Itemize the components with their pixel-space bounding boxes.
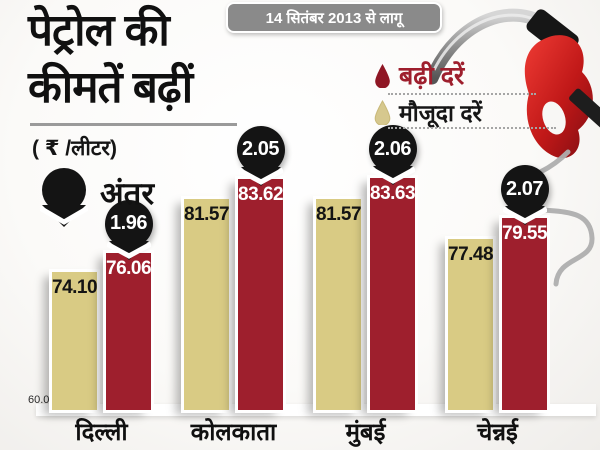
bar-increased-rate: 76.06 (106, 252, 152, 410)
bar-value: 76.06 (106, 257, 152, 279)
legend-current-rates: मौजूदा दरें (374, 96, 482, 128)
diff-balloon: 2.06 (368, 125, 417, 186)
balloon-tip-icon (502, 206, 547, 226)
bar-value: 74.10 (52, 276, 98, 298)
bar-value: 79.55 (502, 223, 548, 245)
bar-group-kolkata: 2.05 81.57 83.62 कोलकाता (184, 0, 338, 450)
legend-divider (388, 127, 556, 129)
diff-value: 1.96 (104, 199, 153, 248)
bar-value: 77.48 (448, 243, 494, 265)
diff-balloon: 2.07 (500, 165, 549, 226)
diff-balloon: 2.05 (236, 125, 285, 187)
legend-current-label: मौजूदा दरें (399, 100, 482, 126)
city-label: कोलकाता (190, 419, 277, 446)
difference-pin-icon (40, 168, 88, 229)
legend-difference-label: अंतर (100, 176, 155, 211)
bar-current-rate: 77.48 (448, 238, 494, 410)
city-label: मुंबई (345, 419, 386, 446)
bar-value: 81.57 (316, 203, 362, 225)
bar-current-rate: 81.57 (316, 198, 362, 410)
baseline-value-label: 60.00 (28, 394, 56, 406)
title-underline (30, 123, 237, 126)
bar-group-delhi: 1.96 74.10 76.06 दिल्ली (52, 0, 206, 450)
diff-balloon: 1.96 (104, 199, 153, 261)
diff-value: 2.05 (236, 125, 285, 174)
legend-increased-label: बढ़ी दरें (399, 62, 465, 90)
bar-increased-rate: 83.62 (238, 178, 284, 410)
droplet-current-icon (374, 99, 391, 125)
droplet-increased-icon (375, 63, 390, 88)
city-label: चेन्नई (477, 419, 518, 446)
page-title: पेट्रोल की कीमतें बढ़ीं (28, 6, 193, 112)
bar-value: 81.57 (184, 203, 230, 225)
bar-group-mumbai: 2.06 81.57 83.63 मुंबई (316, 0, 470, 450)
bar-value: 83.63 (370, 183, 416, 205)
effective-date-banner: 14 सितंबर 2013 से लागू (226, 2, 442, 33)
legend-increased-rates: बढ़ी दरें (374, 58, 464, 92)
unit-label: ( ₹ /लीटर) (32, 137, 117, 160)
legend-divider (388, 93, 536, 95)
bar-group-chennai: 2.07 77.48 79.55 चेन्नई (448, 0, 600, 450)
diff-value: 2.07 (500, 165, 549, 214)
diff-value: 2.06 (368, 125, 417, 174)
balloon-tip-icon (370, 166, 415, 186)
bar-value: 83.62 (238, 183, 284, 205)
legend-difference: अंतर (40, 168, 154, 229)
balloon-tip-icon (238, 166, 283, 186)
bar-increased-rate: 83.63 (370, 178, 416, 410)
balloon-tip-icon (106, 240, 151, 260)
city-label: दिल्ली (75, 419, 128, 446)
bar-current-rate: 74.10 (52, 271, 98, 410)
bar-current-rate: 81.57 (184, 198, 230, 410)
bar-increased-rate: 79.55 (502, 218, 548, 410)
